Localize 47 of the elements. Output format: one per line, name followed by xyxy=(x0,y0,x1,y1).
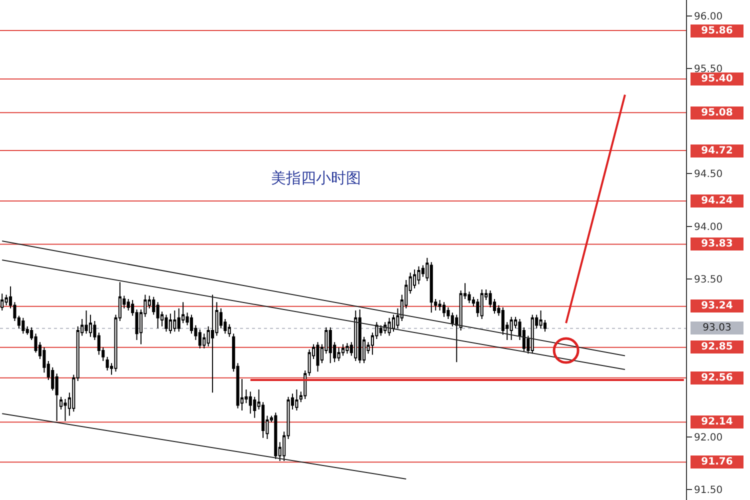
ref-line-label: 92.56 xyxy=(701,372,733,384)
annotation: 美指四小时图 xyxy=(271,169,361,187)
ref-line-label: 94.24 xyxy=(701,196,733,206)
candlestick xyxy=(442,302,446,318)
candlestick xyxy=(417,266,420,285)
y-tick-label: 92.00 xyxy=(694,432,723,444)
candlestick xyxy=(358,308,362,364)
candlestick xyxy=(328,326,332,364)
candlestick xyxy=(88,314,92,338)
ref-line-label: 95.08 xyxy=(701,108,733,118)
ref-line-label: 93.24 xyxy=(701,300,733,312)
y-tick-label: 96.00 xyxy=(694,11,723,22)
ref-line-label: 93.83 xyxy=(701,238,733,250)
candlestick xyxy=(248,391,252,414)
candlestick xyxy=(539,310,542,329)
candlestick xyxy=(211,294,214,394)
y-tick-label: 94.50 xyxy=(694,169,723,180)
candlestick xyxy=(530,314,534,354)
candlestick xyxy=(295,388,298,412)
candlestick xyxy=(274,412,278,460)
candlestick xyxy=(168,313,172,334)
candlestick xyxy=(198,328,202,349)
y-tick-label: 91.50 xyxy=(694,484,723,496)
ref-line-label: 92.14 xyxy=(701,416,733,428)
candlestick xyxy=(388,317,391,336)
candlestick xyxy=(510,316,513,340)
candlestick xyxy=(22,317,25,334)
candlestick xyxy=(346,342,349,354)
candlestick xyxy=(379,324,382,336)
candlestick xyxy=(173,310,176,332)
y-tick-label: 93.50 xyxy=(694,274,723,286)
y-tick-label: 95.50 xyxy=(694,64,723,75)
candlestick xyxy=(316,342,320,372)
candlestick xyxy=(354,310,358,362)
ref-line-label: 94.72 xyxy=(701,146,733,156)
candlestick xyxy=(164,314,168,332)
candlestick xyxy=(84,310,88,334)
candlestick xyxy=(304,370,307,400)
ref-line-label: 95.86 xyxy=(701,26,733,36)
y-tick-label: 94.00 xyxy=(694,222,723,233)
ref-line-label: 92.85 xyxy=(701,342,733,352)
candlestick xyxy=(106,356,109,372)
candlestick xyxy=(430,262,433,314)
ref-line-label: 95.40 xyxy=(701,74,733,84)
candlestick xyxy=(480,288,484,320)
ref-line-label: 93.03 xyxy=(702,322,732,334)
ref-line-label: 91.76 xyxy=(701,456,733,468)
